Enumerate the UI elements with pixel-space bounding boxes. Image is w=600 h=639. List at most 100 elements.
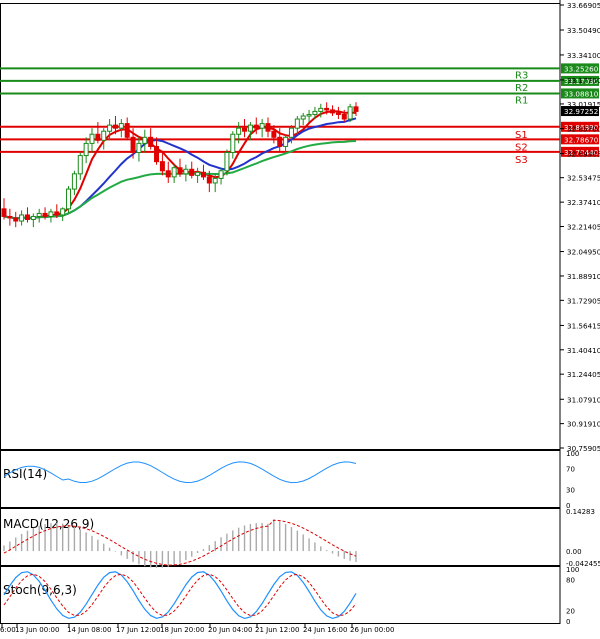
price-tick-label: 32.21405	[567, 223, 600, 232]
time-tick-label: 24 Jun 16:00	[303, 626, 347, 634]
price-tick-label: 33.17700	[567, 76, 600, 85]
candle-body	[30, 215, 36, 221]
candle-body	[154, 145, 160, 163]
time-tick-label: 26 Jun 00:00	[350, 626, 394, 634]
level-name-s2: S2	[515, 142, 528, 153]
candle-body	[71, 173, 77, 190]
candle-body	[83, 142, 89, 157]
candle-body	[200, 171, 206, 178]
candle-body	[324, 107, 330, 111]
indicator-scale-label: 30	[566, 486, 575, 494]
rsi-line	[3, 461, 357, 484]
candle-body	[112, 124, 118, 129]
candle-body	[247, 124, 253, 132]
candle-body	[95, 133, 101, 141]
price-axis: 33.66905 33.50490 33.34100 33.17700 33.01915…	[560, 1, 600, 453]
candle-body	[271, 130, 277, 138]
candle-body	[236, 127, 242, 135]
candle-body	[330, 109, 336, 114]
level-price-box	[561, 88, 599, 99]
candle-body	[212, 177, 218, 184]
indicator-panels: RSI(14) 100 70 30 0 MACD(12,26,9) 0.14283 0.00 -…	[3, 450, 600, 626]
candle-body	[142, 136, 148, 144]
price-tick-label: 33.34100	[567, 51, 600, 60]
candle-body	[60, 208, 66, 216]
candle-body	[130, 136, 136, 154]
candle-body	[253, 124, 259, 129]
candle-body	[283, 136, 289, 147]
price-tick-label: 32.04950	[567, 248, 600, 257]
candle-body	[118, 123, 124, 129]
price-tick-label: 33.66905	[567, 1, 600, 10]
indicator-scale-label: 70	[566, 466, 575, 474]
candle-body	[218, 170, 224, 179]
indicator-scale-label: 20	[566, 608, 575, 616]
candle-body	[259, 123, 265, 129]
price-tick-label: 31.40410	[567, 346, 600, 355]
level-price-box	[561, 146, 599, 157]
level-price-label: 33.25260	[564, 64, 599, 73]
support-resistance-levels: R3 33.25260 R2 33.17030 R1 33.08810 S1 32.86890…	[0, 63, 599, 166]
candle-body	[48, 211, 54, 217]
candle-body	[353, 106, 359, 112]
level-name-r2: R2	[515, 83, 528, 94]
current-price-box	[561, 106, 599, 117]
indicator-scale-label: 80	[566, 576, 575, 584]
candle-body	[341, 113, 347, 120]
level-price-label: 32.86890	[564, 123, 599, 132]
time-tick-label: 21 Jun 12:00	[255, 626, 299, 634]
price-tick-label: 32.37410	[567, 198, 600, 207]
indicator-label: RSI(14)	[3, 467, 47, 481]
candle-body	[183, 168, 189, 175]
price-tick-label: 31.72905	[567, 296, 600, 305]
candle-body	[36, 212, 42, 217]
candle-body	[124, 123, 130, 138]
candle-body	[230, 133, 236, 154]
main-panel-frame	[0, 3, 561, 450]
level-price-box	[561, 121, 599, 132]
current-price-label: 32.97252	[564, 107, 598, 116]
candle-body	[347, 106, 353, 120]
level-price-box	[561, 63, 599, 74]
indicator-scale-label: 100	[566, 566, 579, 574]
candle-body	[242, 127, 248, 132]
candle-body	[306, 113, 312, 117]
candle-body	[277, 136, 283, 147]
macd-signal-line	[3, 519, 357, 566]
price-tick-label: 31.56415	[567, 321, 600, 330]
candle-body	[1, 208, 7, 217]
candle-body	[312, 110, 318, 115]
level-price-label: 33.08810	[564, 89, 599, 98]
candle-body	[89, 133, 95, 144]
price-tick-label: 31.88910	[567, 272, 600, 281]
level-name-r1: R1	[515, 95, 528, 106]
level-price-label: 33.17030	[564, 77, 599, 86]
candle-body	[42, 212, 48, 217]
price-tick-label: 32.85700	[567, 125, 600, 134]
candle-body	[265, 123, 271, 132]
candle-body	[66, 188, 72, 210]
level-name-s3: S3	[515, 155, 528, 166]
candle-body	[101, 130, 107, 141]
level-price-box	[561, 75, 599, 86]
price-tick-label: 32.53475	[567, 174, 600, 183]
time-tick-label: 20 Jun 04:00	[208, 626, 252, 634]
time-axis: 6:00 13 Jun 00:00 14 Jun 08:00 17 Jun 12:00…	[0, 624, 394, 634]
indicator-scale-label: 0	[566, 502, 570, 510]
indicator-scale-label: 0.14283	[566, 508, 595, 516]
candle-body	[77, 155, 83, 175]
candle-body	[159, 161, 165, 172]
stoch-main-line	[3, 571, 357, 620]
time-tick-label: 18 Jun 20:00	[160, 626, 204, 634]
level-price-label: 32.78670	[564, 135, 599, 144]
candle-body	[195, 171, 201, 176]
indicator-scale-label: 0.00	[566, 548, 582, 556]
candle-body	[148, 136, 154, 147]
level-price-label: 32.70440	[564, 148, 599, 157]
candle-body	[224, 152, 230, 172]
price-tick-label: 33.01915	[567, 100, 600, 109]
candle-body	[300, 115, 306, 120]
price-tick-label: 30.75905	[567, 444, 600, 453]
indicator-label: Stoch(9,6,3)	[3, 583, 77, 597]
